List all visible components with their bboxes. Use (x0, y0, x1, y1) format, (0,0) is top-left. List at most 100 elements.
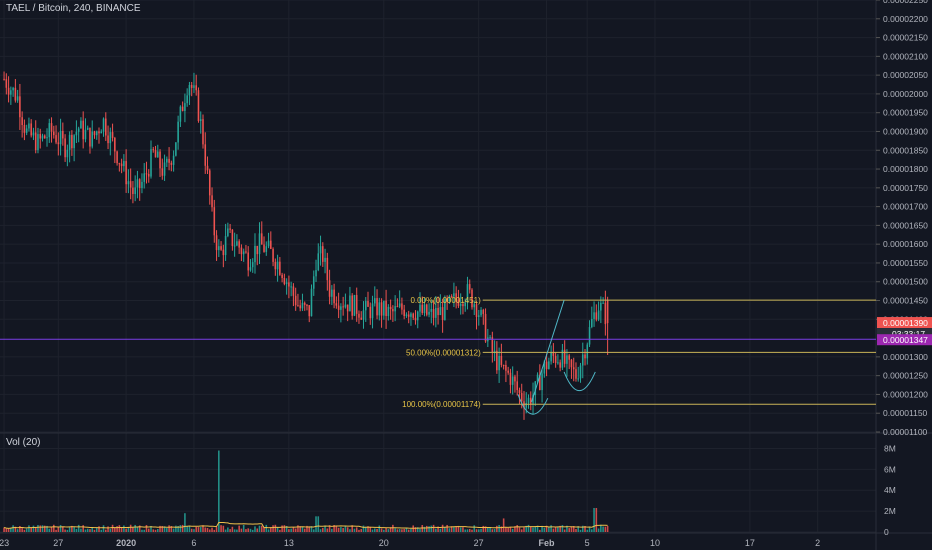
volume-bar (331, 528, 333, 532)
candle-body (581, 354, 584, 366)
candle-body (170, 162, 173, 165)
candle-body (604, 302, 607, 325)
volume-bar (306, 525, 308, 532)
candle-body (145, 173, 148, 175)
volume-bar (102, 525, 105, 532)
volume-bar (328, 525, 331, 532)
time-tick-label: 23 (0, 538, 9, 548)
volume-bar (482, 525, 485, 532)
volume-tick-label: 2M (884, 506, 896, 516)
volume-bar (10, 527, 12, 532)
volume-bar (168, 525, 170, 532)
candle-body (16, 96, 19, 101)
volume-bar (484, 526, 487, 532)
volume-bar (581, 525, 584, 532)
candle-body (208, 170, 211, 196)
candle-body (227, 228, 229, 237)
candle-body (84, 129, 87, 140)
volume-bar (335, 525, 338, 532)
candle-body (464, 302, 467, 307)
horizontal-line-badge (877, 334, 932, 346)
volume-bar (448, 528, 451, 532)
volume-bar (322, 527, 324, 532)
candle-body (256, 245, 259, 255)
volume-bar (369, 526, 372, 532)
candle-body (473, 304, 476, 308)
volume-bar (249, 528, 252, 532)
price-tick-label: 0.00001100 (883, 427, 928, 437)
candle-body (55, 135, 57, 143)
candle-body (177, 121, 179, 143)
volume-bar (32, 525, 35, 532)
volume-bar (34, 526, 37, 532)
volume-bar (358, 529, 360, 532)
candle-body (86, 127, 89, 130)
candle-body (586, 344, 589, 359)
volume-bar (138, 525, 141, 532)
candle-body (398, 303, 401, 307)
volume-bar (3, 527, 5, 532)
volume-bar (315, 516, 317, 532)
volume-bar (136, 526, 139, 532)
volume-bar (66, 529, 69, 532)
volume-bar (7, 528, 10, 532)
price-tick-label: 0.00001200 (883, 389, 928, 399)
candle-body (432, 309, 435, 318)
volume-bar (407, 529, 410, 532)
volume-bar (143, 529, 146, 532)
volume-bar (242, 524, 245, 532)
candle-body (435, 307, 437, 318)
volume-bar (177, 526, 179, 532)
volume-bar (19, 525, 21, 532)
volume-bar (532, 527, 534, 532)
candle-body (224, 236, 227, 256)
volume-bar (539, 529, 541, 532)
candle-body (163, 162, 166, 176)
volume-bar (220, 525, 222, 532)
candle-body (489, 337, 491, 339)
grid (0, 0, 876, 533)
volume-bar (529, 526, 532, 532)
volume-bar (12, 525, 14, 532)
candle-body (322, 246, 324, 262)
candle-body (168, 158, 170, 163)
candle-body (229, 228, 231, 230)
horizontal-line-label: 0.00001347 (883, 335, 928, 345)
volume-bar (240, 528, 243, 532)
candle-body (50, 123, 53, 132)
candle-body (107, 135, 109, 144)
candle-body (545, 361, 548, 369)
candle-body (238, 241, 240, 248)
volume-bar (595, 507, 598, 532)
volume-bar (493, 528, 496, 532)
candle-body (593, 312, 595, 319)
candle-body (270, 240, 272, 249)
candle-body (527, 397, 530, 403)
candle-body (534, 381, 537, 395)
volume-bar (206, 528, 209, 532)
volume-bar (166, 528, 168, 532)
volume-bar (195, 526, 198, 532)
candle-body (520, 393, 523, 402)
candle-body (539, 374, 541, 391)
volume-bar (132, 527, 134, 532)
candle-body (425, 304, 428, 315)
countdown-badge (877, 328, 932, 340)
candle-body (430, 309, 433, 312)
candle-body (166, 158, 168, 163)
volume-bar (129, 524, 132, 532)
volume-bar (455, 526, 457, 532)
candle-body (53, 131, 55, 136)
volume-bar (28, 525, 30, 532)
time-tick-label: 27 (474, 538, 484, 548)
candle-body (335, 303, 338, 306)
candle-body (328, 280, 331, 297)
volume-bar (71, 525, 73, 532)
volume-bar (48, 528, 51, 532)
volume-bar (163, 526, 166, 532)
candle-body (312, 276, 315, 289)
volume-bar (202, 525, 204, 532)
price-tick-label: 0.00002200 (883, 14, 928, 24)
